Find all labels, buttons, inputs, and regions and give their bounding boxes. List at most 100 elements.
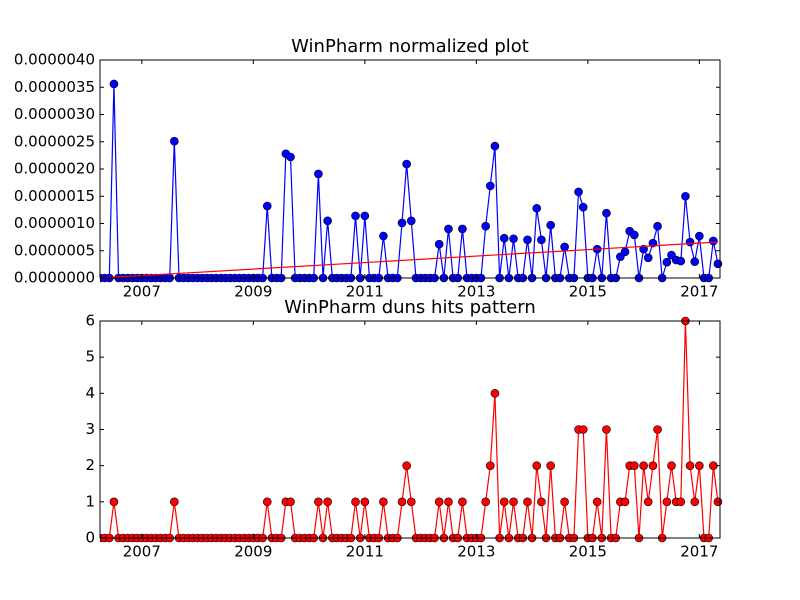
data-point: [578, 202, 588, 212]
chart-title: WinPharm normalized plot: [291, 36, 529, 57]
data-point: [444, 224, 453, 234]
series-group: [100, 79, 723, 283]
data-point: [653, 425, 662, 434]
data-point: [109, 79, 119, 89]
data-point: [676, 497, 686, 507]
data-point: [360, 211, 370, 221]
data-point: [643, 253, 653, 263]
data-point: [286, 497, 295, 507]
data-point: [314, 169, 323, 179]
y-tick-label: 3: [85, 420, 95, 438]
y-tick-label: 0.0000030: [14, 105, 95, 123]
x-tick-label: 2009: [234, 543, 272, 561]
data-point: [713, 259, 723, 269]
data-point: [406, 497, 416, 507]
data-point: [323, 216, 332, 226]
data-point: [485, 461, 495, 470]
data-point: [397, 497, 407, 507]
data-point: [485, 181, 495, 191]
data-point: [648, 461, 658, 470]
y-tick-label: 0.0000035: [14, 78, 95, 96]
data-point: [639, 461, 648, 470]
data-point: [379, 497, 388, 507]
data-point: [262, 201, 272, 211]
data-point: [546, 461, 555, 470]
data-point: [653, 221, 662, 231]
data-point: [170, 136, 179, 146]
y-tick-label: 0: [85, 529, 95, 547]
data-point: [592, 497, 602, 507]
y-tick-label: 0.0000025: [14, 132, 95, 150]
data-point: [481, 497, 490, 507]
chart-title: WinPharm duns hits pattern: [284, 297, 536, 318]
data-point: [560, 242, 569, 252]
data-point: [662, 497, 672, 507]
x-tick-label: 2011: [346, 543, 384, 561]
x-tick-label: 2011: [346, 283, 384, 301]
data-point: [695, 231, 704, 241]
data-point: [170, 497, 179, 507]
data-point: [639, 244, 648, 254]
data-point: [709, 236, 718, 246]
data-point: [690, 497, 700, 507]
data-point: [379, 231, 388, 241]
y-tick-label: 6: [85, 312, 95, 330]
data-point: [685, 237, 695, 247]
data-point: [402, 159, 411, 169]
data-point: [458, 497, 467, 507]
data-point: [323, 497, 332, 507]
y-tick-label: 2: [85, 456, 95, 474]
x-tick-label: 2017: [680, 283, 718, 301]
data-point: [360, 497, 370, 507]
data-point: [523, 235, 532, 245]
y-tick-label: 0.0000015: [14, 187, 95, 205]
data-point: [434, 239, 444, 249]
x-tick-label: 2007: [123, 283, 161, 301]
y-tick-label: 0.0000005: [14, 241, 95, 259]
data-point: [351, 211, 360, 221]
y-tick-label: 1: [85, 492, 95, 510]
x-tick-label: 2007: [123, 543, 161, 561]
data-point: [546, 220, 555, 230]
data-point: [109, 497, 119, 507]
data-point: [574, 187, 583, 197]
data-point: [537, 497, 546, 507]
data-point: [695, 461, 704, 470]
data-point: [351, 497, 360, 507]
y-tick-label: 5: [85, 348, 95, 366]
series-line: [100, 241, 718, 279]
data-point: [602, 208, 611, 218]
data-point: [537, 235, 546, 245]
data-point: [458, 224, 467, 234]
data-point: [444, 497, 453, 507]
data-point: [509, 234, 518, 244]
data-point: [490, 389, 500, 398]
data-point: [434, 497, 444, 507]
data-point: [499, 233, 509, 243]
data-point: [406, 216, 416, 226]
x-tick-label: 2009: [234, 283, 272, 301]
x-tick-label: 2013: [457, 283, 495, 301]
data-point: [685, 461, 695, 470]
x-tick-label: 2015: [569, 543, 607, 561]
data-point: [620, 247, 630, 257]
x-tick-label: 2017: [680, 543, 718, 561]
y-tick-label: 0.0000010: [14, 214, 95, 232]
data-point: [490, 141, 500, 151]
data-point: [643, 497, 653, 507]
data-point: [560, 497, 569, 507]
data-point: [681, 191, 690, 201]
data-point: [532, 203, 542, 213]
data-point: [662, 257, 672, 267]
data-point: [481, 221, 490, 231]
data-point: [402, 461, 411, 470]
data-point: [523, 497, 532, 507]
data-point: [630, 461, 639, 470]
data-point: [676, 256, 686, 266]
data-point: [262, 497, 272, 507]
data-point: [620, 497, 630, 507]
data-point: [397, 218, 407, 228]
y-tick-label: 0.0000020: [14, 160, 95, 178]
x-tick-label: 2013: [457, 543, 495, 561]
y-tick-label: 0.0000040: [14, 51, 95, 69]
